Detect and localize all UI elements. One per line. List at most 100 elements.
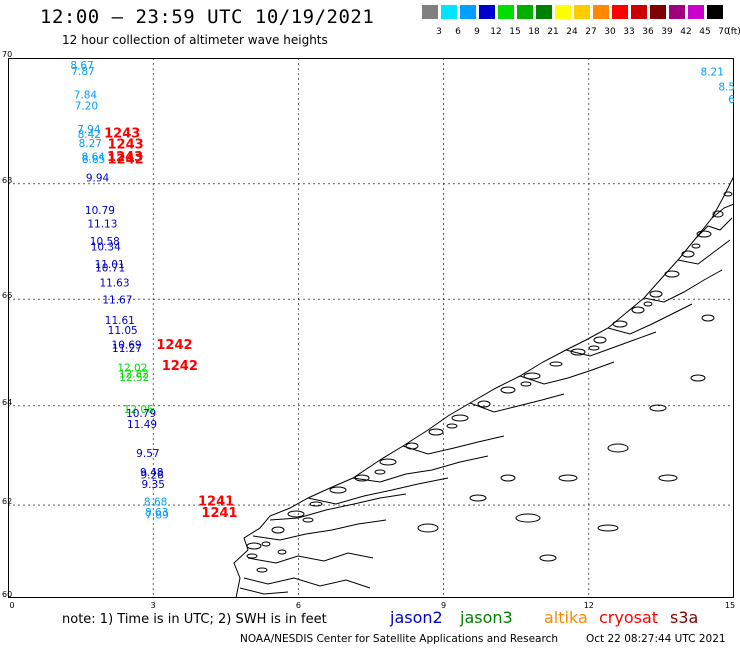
island-outline xyxy=(691,243,701,249)
wave-height-value: 10.79 xyxy=(126,408,156,420)
colorbar-tick-label: 70 xyxy=(718,27,730,37)
latitude-label: 62 xyxy=(2,497,13,507)
lake-outline xyxy=(417,523,439,533)
colorbar-unit: (ft) xyxy=(727,27,740,37)
wave-height-value: 9.57 xyxy=(136,448,159,460)
colorbar-tick-label: 6 xyxy=(455,27,461,37)
wave-height-value: 11.67 xyxy=(102,294,132,306)
wave-height-value: 11.63 xyxy=(99,278,129,290)
wave-height-value: 10.58 xyxy=(90,236,120,248)
satellite-pass-number: 1243 xyxy=(108,137,144,152)
longitude-label: 0 xyxy=(9,601,15,610)
colorbar-swatch xyxy=(631,5,647,19)
colorbar-tick-label: 42 xyxy=(680,27,692,37)
island-outline xyxy=(520,381,532,387)
island-outline xyxy=(681,250,695,258)
island-outline xyxy=(379,458,397,466)
colorbar-swatch xyxy=(422,5,438,19)
colorbar-swatch xyxy=(536,5,552,19)
island-outline xyxy=(593,336,607,344)
longitude-label: 6 xyxy=(295,601,301,610)
colorbar-tick-label: 33 xyxy=(623,27,635,37)
colorbar-swatch xyxy=(688,5,704,19)
wave-height-value: 11.27 xyxy=(112,343,142,355)
lake-outline xyxy=(469,494,487,502)
wave-height-observations: 8.677.87 7.847.20 7.948.428.27 8.648.85 9.94… xyxy=(70,60,734,522)
island-outline xyxy=(329,486,347,494)
fjord-line xyxy=(307,477,449,505)
fjord-line xyxy=(565,331,657,357)
wave-height-value: 7.94 xyxy=(77,124,101,136)
longitude-label: 15 xyxy=(724,601,736,610)
island-outline xyxy=(277,549,287,555)
fjord-line xyxy=(252,519,387,541)
wave-height-value: 8.21 xyxy=(701,66,724,78)
island-outline xyxy=(256,567,268,573)
fjord-line xyxy=(711,203,734,219)
lake-outline xyxy=(558,474,578,482)
wave-height-value: 6 xyxy=(728,94,734,106)
wave-height-value: 10.34 xyxy=(91,241,121,253)
colorbar-swatch xyxy=(517,5,533,19)
satellite-pass-number: 1242 xyxy=(108,153,144,168)
island-outline xyxy=(500,386,516,394)
island-outline xyxy=(549,361,563,367)
wave-height-value: 8.63 xyxy=(145,507,168,519)
coastline-main xyxy=(233,175,734,598)
wave-height-value: 8.5 xyxy=(718,81,734,93)
island-outline xyxy=(446,423,458,429)
page-title: 12:00 – 23:59 UTC 10/19/2021 xyxy=(40,6,375,28)
lake-outline xyxy=(701,314,715,322)
lake-outline xyxy=(649,404,667,412)
coastline xyxy=(233,175,734,598)
lake-outline xyxy=(500,474,516,482)
fjord-line xyxy=(469,393,565,413)
legend-item-jason3: jason3 xyxy=(460,608,513,627)
colorbar-tick-label: 21 xyxy=(547,27,559,37)
colorbar-tick-label: 9 xyxy=(474,27,480,37)
map-frame xyxy=(8,58,734,598)
fjord-line xyxy=(643,269,723,303)
latitude-label: 60 xyxy=(2,590,13,599)
island-outline xyxy=(712,210,724,218)
fjord-line xyxy=(402,435,505,455)
fjord-line xyxy=(243,577,371,589)
fjord-line xyxy=(269,493,407,521)
island-outline xyxy=(302,517,314,523)
wave-height-value: 9.35 xyxy=(142,479,165,491)
wave-height-value: 8.42 xyxy=(78,129,101,141)
legend-item-altika: altika xyxy=(544,608,588,627)
wave-height-value: 8.68 xyxy=(144,497,167,509)
satellite-pass-number: 1241 xyxy=(201,506,237,521)
wave-height-value: 8.27 xyxy=(79,138,102,150)
wave-height-map: 8.677.87 7.847.20 7.948.428.27 8.648.85 9.94… xyxy=(8,58,734,598)
wave-height-value: 8.85 xyxy=(82,154,105,166)
island-outline xyxy=(451,414,469,422)
island-outline xyxy=(354,474,370,482)
longitude-label: 3 xyxy=(150,601,156,610)
wave-height-value: 10.71 xyxy=(95,262,125,274)
wave-height-value: 9.28 xyxy=(141,469,164,481)
island-outline xyxy=(246,553,258,559)
wave-height-value: 11.13 xyxy=(87,219,117,231)
wave-height-value: 11.05 xyxy=(108,325,138,337)
island-outline xyxy=(271,526,285,534)
map-grid xyxy=(8,58,734,598)
wave-height-value: 10.69 xyxy=(112,339,142,351)
fjord-line xyxy=(239,587,289,595)
island-outline xyxy=(631,306,645,314)
island-outline xyxy=(405,442,419,450)
wave-height-value: 12.82 xyxy=(119,369,149,381)
satellite-pass-number: 1242 xyxy=(162,359,198,374)
island-outline xyxy=(523,372,541,380)
colorbar-tick-label: 12 xyxy=(490,27,502,37)
latitude-label: 64 xyxy=(2,397,13,407)
fjord-line xyxy=(519,361,615,385)
fjord-line xyxy=(247,552,374,564)
wave-height-value: 11.61 xyxy=(105,315,135,327)
satellite-pass-number: 1243 xyxy=(107,150,143,165)
lake-outline xyxy=(658,474,678,482)
wave-height-value: 10.79 xyxy=(85,205,115,217)
lake-outline xyxy=(515,513,541,523)
